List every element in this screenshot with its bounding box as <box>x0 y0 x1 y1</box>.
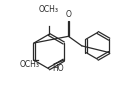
Text: OCH₃: OCH₃ <box>19 60 39 69</box>
Text: HO: HO <box>52 64 64 73</box>
Text: O: O <box>65 10 71 19</box>
Text: OCH₃: OCH₃ <box>39 5 59 14</box>
